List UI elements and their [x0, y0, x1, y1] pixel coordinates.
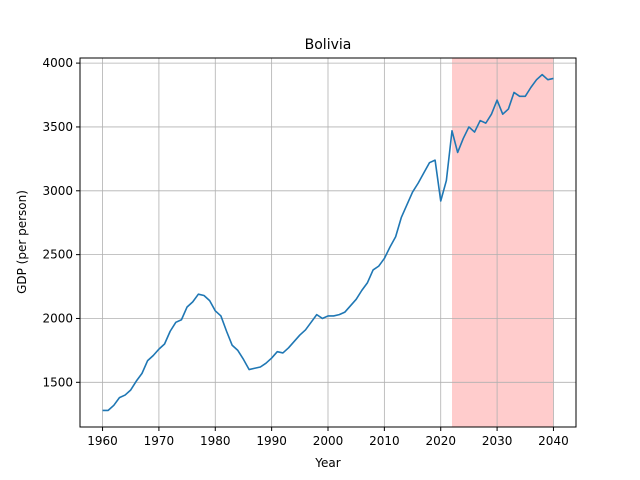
y-tick-label: 2000: [42, 311, 73, 325]
y-tick-label: 3000: [42, 184, 73, 198]
gdp-series-line: [102, 73, 554, 412]
y-tick-label: 3500: [42, 120, 73, 134]
x-tick-label: 2020: [425, 434, 456, 448]
grid-lines: [80, 58, 576, 427]
x-tick-label: 2040: [538, 434, 569, 448]
x-tick-label: 1990: [256, 434, 287, 448]
x-tick-label: 1960: [87, 434, 118, 448]
x-tick-label: 2010: [369, 434, 400, 448]
y-tick-label: 1500: [42, 375, 73, 389]
x-tick-label: 2000: [313, 434, 344, 448]
chart-title: Bolivia: [305, 37, 352, 53]
y-tick-label: 4000: [42, 56, 73, 70]
y-axis-ticks: 1500 2000 2500 3000 3500 4000: [42, 56, 80, 389]
x-axis-label: Year: [314, 456, 340, 470]
y-axis-label: GDP (per person): [15, 190, 29, 294]
x-axis-ticks: 1960 1970 1980 1990 2000 2010 2020 2030 2040: [87, 427, 569, 448]
x-tick-label: 2030: [482, 434, 513, 448]
forecast-shaded-region: [452, 58, 554, 427]
forecast-shaded-region-layer: [452, 58, 554, 427]
series-layer: [102, 73, 554, 412]
x-tick-label: 1980: [200, 434, 231, 448]
y-tick-label: 2500: [42, 248, 73, 262]
x-tick-label: 1970: [144, 434, 175, 448]
